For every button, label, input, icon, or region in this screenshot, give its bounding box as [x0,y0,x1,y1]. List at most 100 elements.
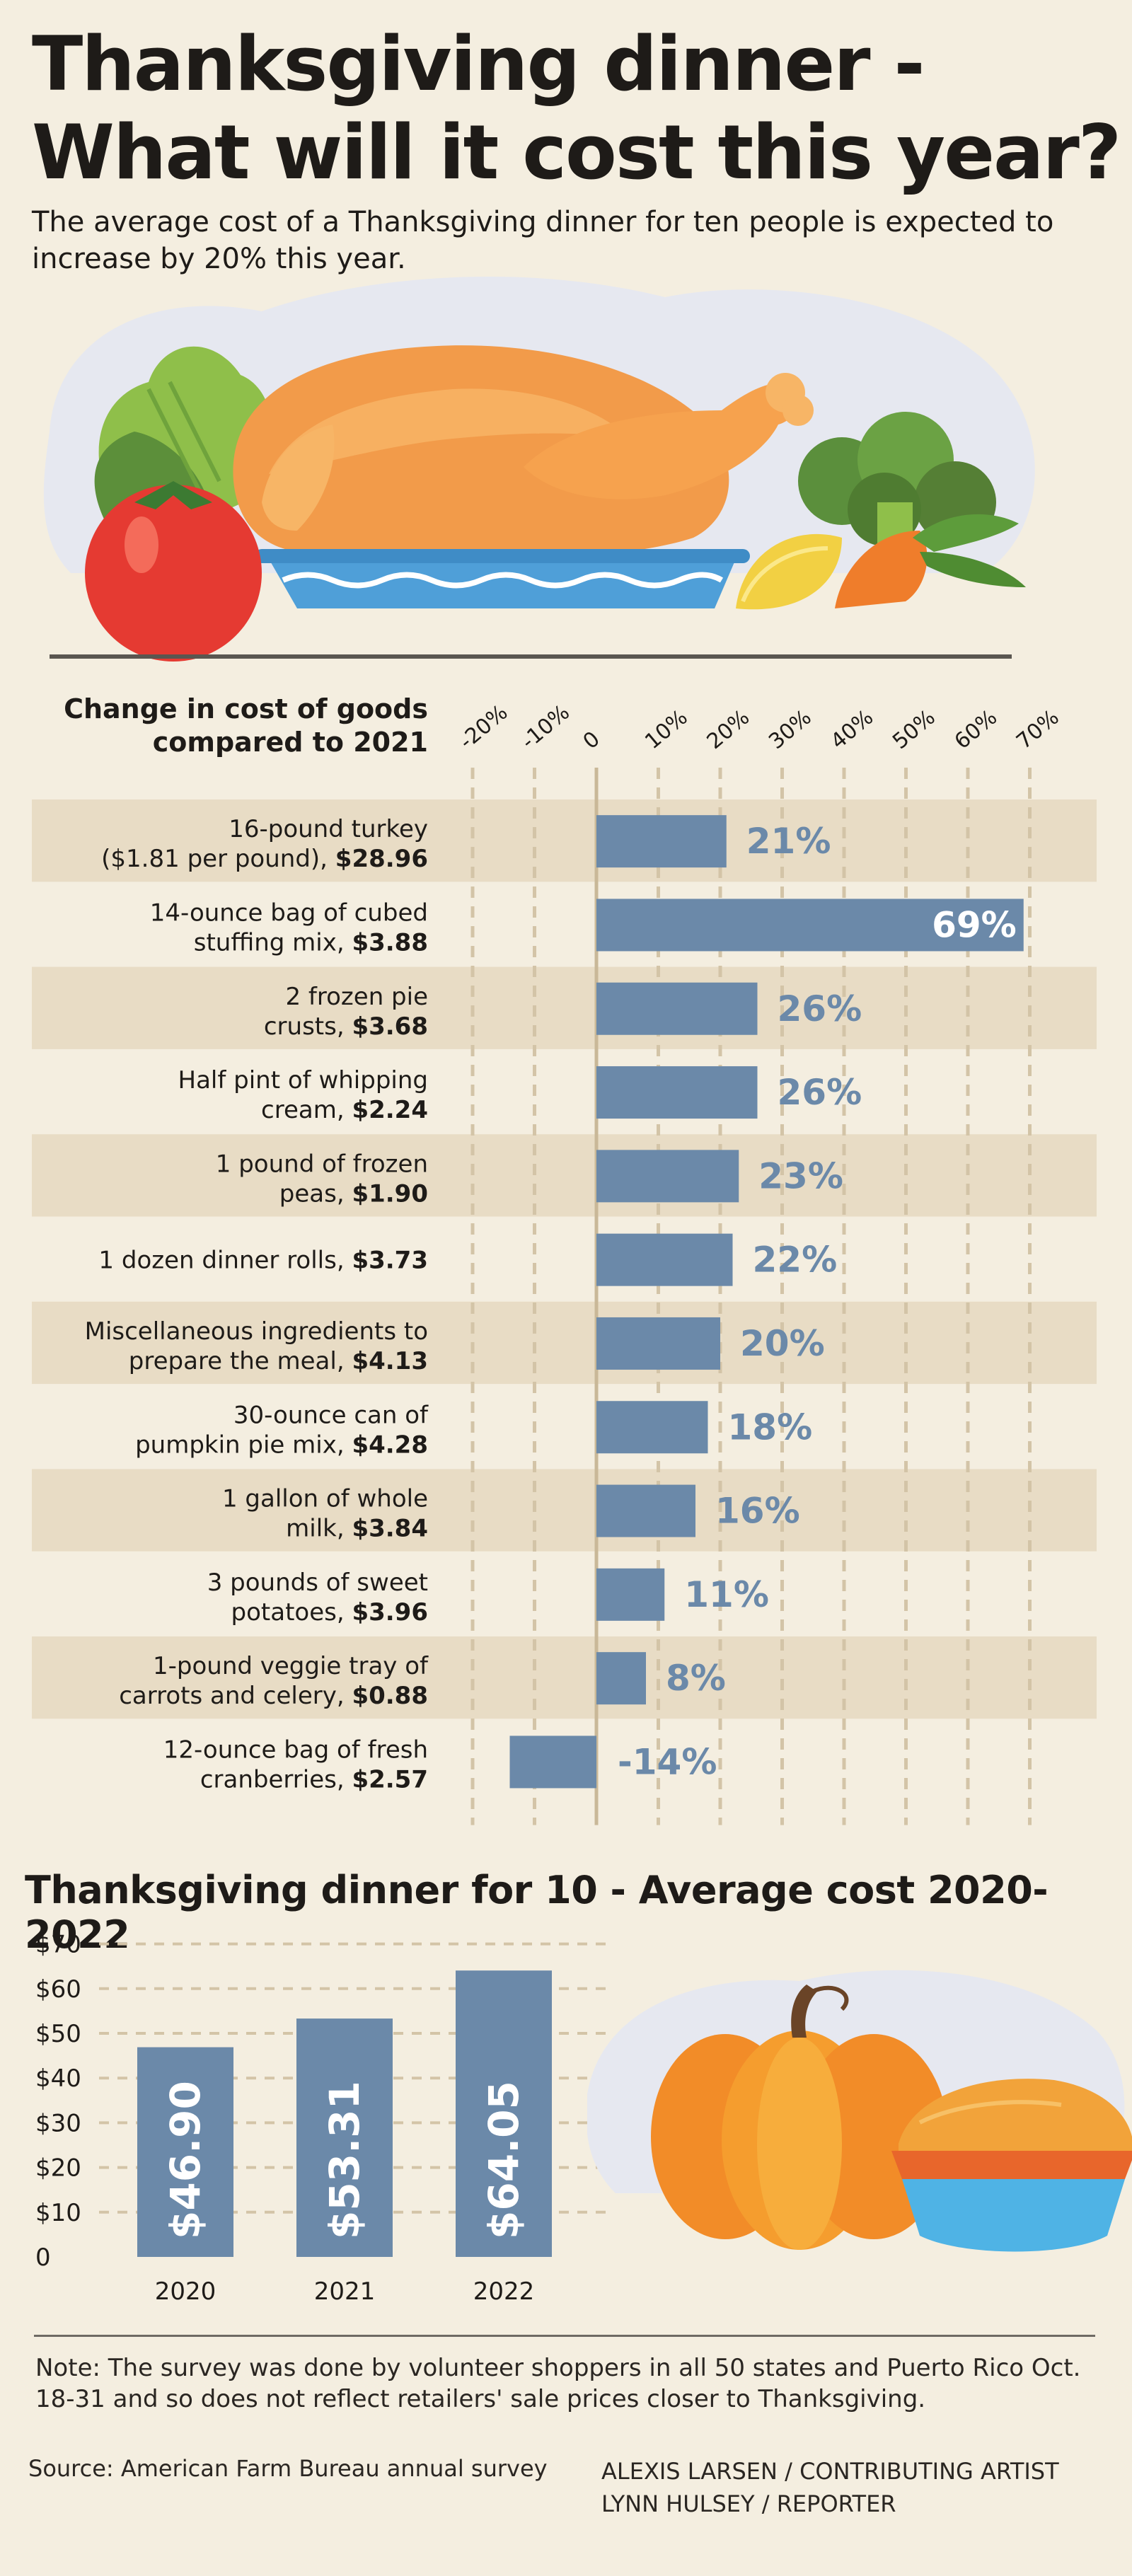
chart1-category-price: $4.28 [352,1431,428,1459]
chart1-bar [596,1150,739,1203]
chart1-value-label: 21% [746,821,831,862]
chart1-category-label: 3 pounds of sweet [207,1569,428,1597]
chart1-title-line-2: compared to 2021 [153,727,428,758]
chart2-x-tick-label: 2022 [473,2277,535,2306]
chart2-y-tick-label: $70 [35,1931,81,1959]
chart1-bar [596,1652,646,1705]
chart1-category-text: milk, [286,1515,352,1543]
chart1-value-label: 26% [778,988,862,1029]
chart1-category-label: crusts, $3.68 [264,1012,428,1041]
chart1-category-text: 1 dozen dinner rolls, [98,1247,352,1275]
chart1-category-text: crusts, [264,1012,352,1041]
page-title: Thanksgiving dinner - What will it cost … [32,20,1121,197]
chart2-y-tick-label: $20 [35,2154,81,2183]
chart1-category-label: carrots and celery, $0.88 [119,1682,428,1710]
chart1-category-label: 2 frozen pie [285,983,428,1011]
chart1-category-price: $0.88 [352,1682,428,1710]
chart1-category-text: prepare the meal, [129,1347,352,1375]
chart1-tick-label: -20% [455,700,513,754]
chart1-category-text: carrots and celery, [119,1682,352,1710]
lemon-icon [736,533,842,610]
chart1-tick-label: 40% [826,705,879,754]
chart1-tick-label: 20% [703,705,755,754]
artist-credit: ALEXIS LARSEN / CONTRIBUTING ARTIST [601,2458,1059,2485]
average-cost-chart-title: Thanksgiving dinner for 10 - Average cos… [25,1868,1049,1957]
turkey-dinner-illustration [43,277,1035,662]
chart1-value-label: -14% [618,1741,717,1782]
chart1-value-label: 11% [684,1574,769,1615]
chart1-bar [596,1568,665,1621]
chart1-value-label: 18% [728,1407,813,1448]
chart1-bar [509,1735,596,1789]
chart1-bar [596,899,1024,952]
chart1-category-text: stuffing mix, [194,928,352,957]
chart1-value-label: 16% [715,1491,800,1532]
chart1-category-label: Miscellaneous ingredients to [85,1317,428,1346]
chart1-category-text: cranberries, [200,1765,352,1794]
chart1-category-text: cream, [261,1096,352,1124]
chart1-category-price: $2.57 [352,1765,428,1794]
chart2-bar [137,2047,233,2257]
chart1-value-label: 22% [753,1240,838,1281]
chart1-category-price: $3.73 [352,1247,428,1275]
chart2-x-tick-label: 2020 [155,2277,216,2306]
chart1-row-band [32,1636,1097,1719]
chart1-category-price: $3.84 [352,1515,428,1543]
chart2-y-tick-label: $10 [35,2199,81,2227]
chart1-bar [596,815,727,868]
chart1-category-price: $2.24 [352,1096,428,1124]
chart1-category-label: 1 dozen dinner rolls, $3.73 [98,1247,428,1275]
chart1-tick-label: 0 [579,727,605,754]
chart1-value-label: 8% [666,1658,726,1699]
chart1-category-label: peas, $1.90 [279,1179,428,1208]
chart1-category-label: milk, $3.84 [286,1515,428,1543]
footer-divider [34,2335,1095,2337]
chart1-value-label: 23% [758,1155,843,1196]
chart1-value-label: 26% [778,1072,862,1113]
title-line-1: Thanksgiving dinner - [32,21,925,108]
chart1-tick-label: -10% [516,700,574,754]
chart2-y-tick-label: $60 [35,1975,81,2004]
chart1-category-price: $1.90 [352,1179,428,1208]
chart1-category-text: peas, [279,1179,352,1208]
chart1-category-price: $3.88 [352,928,428,957]
chart1-category-label: 30-ounce can of [233,1401,429,1429]
pumpkin-and-pie-illustration [587,1970,1132,2252]
carrot-icon [835,514,1026,608]
chart1-row-band [32,966,1097,1049]
chart2-value-label: $46.90 [161,2081,209,2239]
chart2-value-label: $64.05 [480,2081,528,2239]
chart1-category-text: pumpkin pie mix, [135,1431,352,1459]
chart1-bar [596,1484,695,1537]
chart1-category-label: ($1.81 per pound), $28.96 [101,845,428,873]
chart1-category-label: Half pint of whipping [178,1066,428,1094]
chart2-bar [456,1970,552,2257]
chart2-y-tick-label: $50 [35,2020,81,2048]
chart1-bar [596,1233,733,1286]
chart1-category-label: potatoes, $3.96 [231,1598,428,1627]
chart1-category-label: 12-ounce bag of fresh [163,1735,428,1764]
chart1-bar [596,1401,708,1454]
chart1-tick-label: 50% [888,705,940,754]
chart2-bar [296,2018,393,2257]
pumpkin-icon [651,1985,948,2250]
chart1-bar [596,1317,720,1370]
byline-credits: ALEXIS LARSEN / CONTRIBUTING ARTIST LYNN… [601,2455,1059,2520]
chart1-tick-label: 60% [950,705,1003,754]
pie-icon [891,2079,1132,2252]
chart1-tick-label: 70% [1012,705,1064,754]
chart1-tick-label: 30% [764,705,816,754]
chart1-tick-label: 10% [640,705,693,754]
chart1-title-line-1: Change in cost of goods [64,693,428,724]
chart2-y-tick-label: $30 [35,2109,81,2137]
chart1-row-band [32,1469,1097,1552]
chart1-category-text: potatoes, [231,1598,352,1627]
chart1-category-label: cranberries, $2.57 [200,1765,428,1794]
chart1-category-label: 16-pound turkey [229,815,428,843]
reporter-credit: LYNN HULSEY / REPORTER [601,2490,896,2517]
average-cost-chart: 0 $10 $20 $30 $40 $50 $60 $70 $46.90 2020 $53.31 20… [35,1931,608,2306]
chart2-x-tick-label: 2021 [314,2277,376,2306]
page-subtitle: The average cost of a Thanksgiving dinne… [32,206,1054,275]
chart1-value-label: 69% [932,904,1017,945]
chart1-category-price: $3.96 [352,1598,428,1627]
